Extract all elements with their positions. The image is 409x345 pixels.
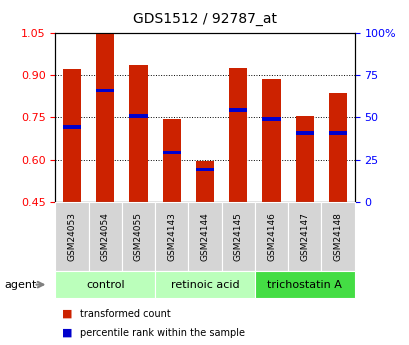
Bar bbox=[229, 68, 247, 202]
Bar bbox=[162, 151, 180, 154]
Text: trichostatin A: trichostatin A bbox=[267, 280, 342, 289]
Text: ■: ■ bbox=[61, 309, 72, 319]
Text: control: control bbox=[86, 280, 124, 289]
Text: GSM24145: GSM24145 bbox=[233, 212, 242, 261]
Text: GDS1512 / 92787_at: GDS1512 / 92787_at bbox=[133, 12, 276, 26]
Bar bbox=[262, 79, 280, 202]
Text: GSM24147: GSM24147 bbox=[299, 212, 308, 261]
Text: agent: agent bbox=[4, 280, 36, 289]
Bar bbox=[96, 33, 114, 202]
Bar bbox=[63, 125, 81, 129]
Text: GSM24055: GSM24055 bbox=[134, 212, 143, 261]
Bar bbox=[129, 65, 147, 202]
Bar bbox=[328, 131, 346, 135]
Text: GSM24148: GSM24148 bbox=[333, 212, 342, 261]
Bar bbox=[295, 116, 313, 202]
Bar bbox=[129, 114, 147, 118]
Bar bbox=[262, 117, 280, 120]
Bar bbox=[196, 168, 213, 171]
Text: GSM24054: GSM24054 bbox=[101, 212, 110, 261]
Text: ■: ■ bbox=[61, 328, 72, 338]
Bar bbox=[63, 69, 81, 202]
Text: GSM24053: GSM24053 bbox=[67, 212, 76, 261]
Text: percentile rank within the sample: percentile rank within the sample bbox=[80, 328, 244, 338]
Text: transformed count: transformed count bbox=[80, 309, 170, 319]
Bar bbox=[295, 131, 313, 135]
Bar bbox=[328, 93, 346, 202]
Bar bbox=[196, 161, 213, 202]
Bar bbox=[229, 108, 247, 112]
Text: GSM24146: GSM24146 bbox=[266, 212, 275, 261]
Text: retinoic acid: retinoic acid bbox=[170, 280, 239, 289]
Bar bbox=[162, 119, 180, 202]
Text: GSM24143: GSM24143 bbox=[167, 212, 176, 261]
Text: GSM24144: GSM24144 bbox=[200, 212, 209, 261]
Bar bbox=[96, 89, 114, 92]
